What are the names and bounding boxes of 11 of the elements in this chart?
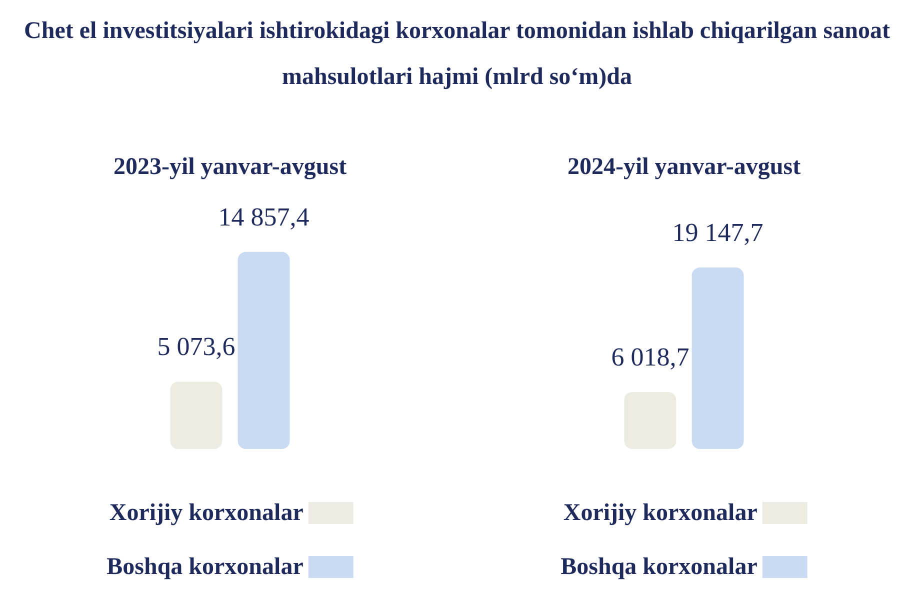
chart-subtitle: 2023-yil yanvar-avgust xyxy=(113,154,347,180)
legend-label: Xorijiy korxonalar xyxy=(563,500,758,526)
text: Chet el investitsiyalari ishtirokidagi korxonalar tomonidan ishlab chiqarilgan sanoat mahsulotlari hajmi (mlrd so‘m)da xyxy=(23,17,891,92)
data-label: 14 857,4 xyxy=(218,202,310,232)
chart-subtitle: 2024-yil yanvar-avgust xyxy=(567,154,801,180)
data-label: 6 018,7 xyxy=(611,342,690,372)
legend-label: Xorijiy korxonalar xyxy=(109,500,304,526)
data-label: 5 073,6 xyxy=(157,332,236,362)
legend-label: Boshqa korxonalar xyxy=(106,554,304,580)
legend-label: Boshqa korxonalar xyxy=(560,554,758,580)
data-label: 19 147,7 xyxy=(672,218,764,248)
